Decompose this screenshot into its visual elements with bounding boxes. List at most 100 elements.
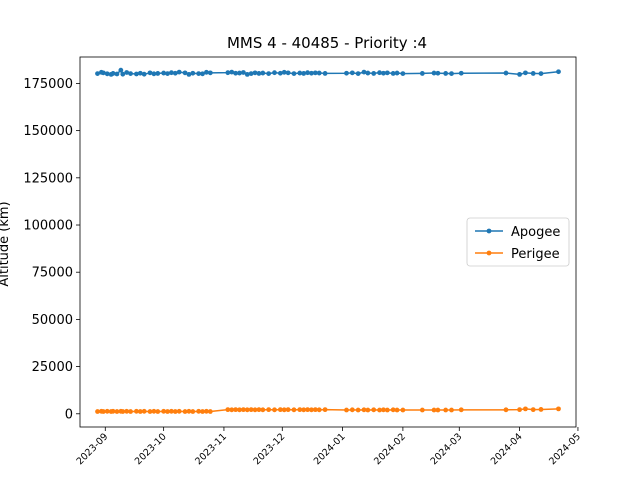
legend-box [466, 217, 570, 267]
data-point-perigee [207, 409, 213, 414]
data-point-apogee [100, 70, 106, 76]
data-point-apogee [204, 69, 209, 75]
data-point-apogee [365, 70, 371, 76]
data-point-apogee [517, 71, 522, 77]
data-point-apogee [165, 71, 170, 77]
data-point-perigee [260, 407, 266, 413]
data-point-apogee [244, 71, 250, 77]
data-point-perigee [141, 408, 147, 414]
data-point-apogee [155, 71, 161, 76]
data-point-apogee [381, 70, 386, 76]
data-point-apogee [134, 71, 139, 77]
data-point-perigee [124, 408, 130, 414]
legend: Apogee Perigee [466, 217, 570, 267]
data-point-perigee [517, 407, 522, 413]
data-point-perigee [361, 407, 367, 413]
data-point-perigee [312, 407, 318, 413]
data-point-apogee [371, 71, 377, 76]
data-point-apogee [419, 71, 425, 76]
data-point-perigee [225, 407, 231, 413]
data-point-perigee [240, 407, 246, 413]
y-tick-label: 0 [65, 407, 73, 422]
data-point-apogee [377, 70, 382, 76]
legend-label-perigee: Perigee [511, 247, 560, 262]
data-point-apogee [443, 71, 449, 76]
data-point-perigee [458, 407, 464, 413]
data-point-apogee [225, 70, 231, 76]
data-point-perigee [114, 409, 120, 414]
data-point-perigee [196, 408, 202, 414]
data-point-apogee [355, 71, 361, 77]
data-point-apogee [277, 70, 283, 76]
data-point-perigee [237, 407, 242, 413]
y-axis-title: Altitude (km) [0, 201, 12, 286]
data-point-apogee [128, 71, 133, 77]
data-point-perigee [381, 407, 386, 413]
data-point-perigee [128, 409, 133, 414]
data-point-apogee [200, 71, 205, 77]
data-point-perigee [169, 408, 174, 414]
data-point-apogee [266, 71, 272, 77]
y-tick-label: 125000 [23, 171, 73, 186]
data-point-apogee [272, 70, 277, 76]
data-point-perigee [172, 409, 178, 414]
y-tick-label: 175000 [23, 77, 73, 92]
data-point-perigee [165, 409, 170, 414]
data-point-perigee [443, 407, 449, 413]
data-point-perigee [190, 409, 196, 414]
data-point-perigee [137, 409, 143, 414]
data-point-perigee [182, 409, 188, 414]
data-point-apogee [237, 70, 242, 76]
data-point-perigee [272, 407, 277, 413]
data-point-apogee [394, 70, 400, 76]
data-point-perigee [252, 407, 258, 413]
y-tick-label: 100000 [23, 219, 73, 234]
data-point-apogee [309, 70, 314, 76]
data-point-apogee [530, 71, 536, 76]
data-point-apogee [233, 70, 239, 76]
data-point-perigee [394, 407, 400, 413]
data-point-perigee [435, 407, 441, 413]
data-point-apogee [172, 70, 178, 76]
data-point-apogee [349, 70, 355, 76]
data-point-apogee [458, 70, 464, 76]
data-point-apogee [435, 70, 441, 76]
data-point-perigee [147, 409, 153, 414]
data-point-perigee [355, 407, 361, 413]
data-point-perigee [349, 407, 355, 413]
data-point-perigee [186, 408, 192, 414]
data-point-apogee [260, 70, 266, 76]
data-point-apogee [390, 71, 396, 76]
data-point-perigee [291, 407, 297, 413]
data-point-perigee [285, 407, 291, 413]
data-point-apogee [252, 70, 258, 76]
data-point-apogee [137, 70, 143, 76]
data-point-apogee [503, 70, 509, 76]
data-point-perigee [277, 407, 283, 413]
data-point-apogee [431, 70, 437, 76]
data-point-perigee [200, 409, 205, 414]
data-point-perigee [110, 408, 116, 414]
data-point-apogee [523, 70, 528, 76]
legend-marker-perigee [486, 250, 492, 256]
data-point-apogee [120, 71, 126, 77]
data-point-apogee [190, 70, 196, 76]
chart-title: MMS 4 - 40485 - Priority :4 [227, 34, 427, 52]
data-point-perigee [305, 407, 310, 413]
data-point-perigee [556, 406, 561, 412]
data-point-apogee [384, 70, 390, 76]
data-point-perigee [400, 407, 406, 413]
data-point-perigee [301, 407, 307, 413]
data-point-perigee [390, 407, 396, 413]
data-point-apogee [182, 70, 188, 76]
data-point-apogee [229, 69, 235, 75]
data-point-apogee [95, 71, 100, 77]
data-point-apogee [151, 71, 157, 77]
data-point-apogee [114, 71, 120, 77]
data-point-apogee [141, 71, 147, 77]
data-point-perigee [233, 407, 239, 413]
data-point-perigee [538, 407, 544, 412]
data-point-apogee [176, 69, 182, 75]
data-point-perigee [244, 407, 250, 413]
